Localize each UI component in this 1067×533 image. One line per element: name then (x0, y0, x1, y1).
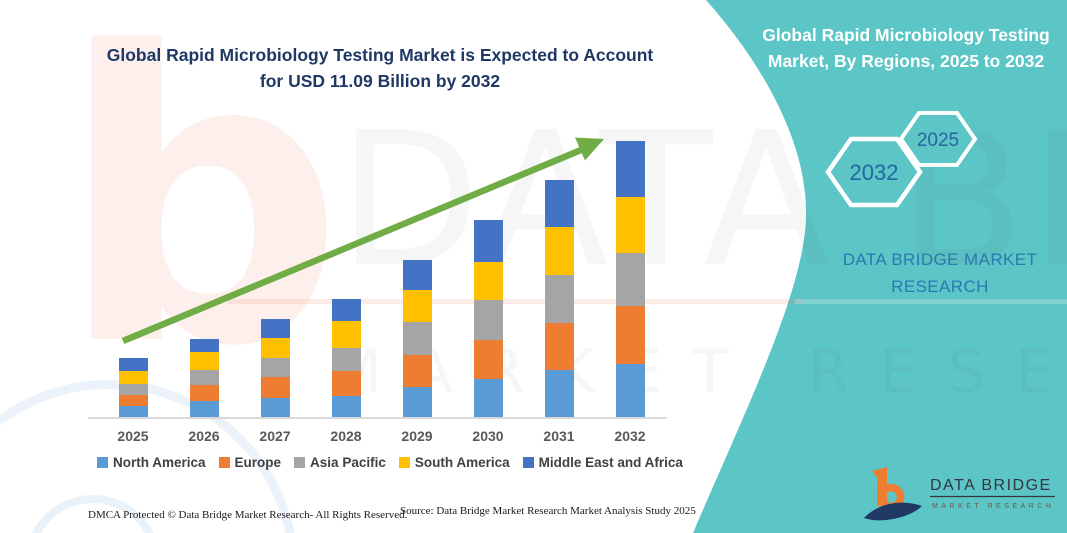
bar-segment-2026-south-america (189, 352, 219, 370)
bar-segment-2031-europe (544, 323, 574, 370)
panel-title-line2: Market, By Regions, 2025 to 2032 (767, 51, 1045, 71)
bar-segment-2032-asia-pacific (615, 252, 645, 306)
panel-title: Global Rapid Microbiology Testing Market… (750, 22, 1062, 74)
bar-segment-2028-middle-east-and-africa (331, 298, 361, 322)
hexagon-2025 (898, 111, 978, 167)
bar-segment-2032-europe (615, 305, 645, 364)
chart-title: Global Rapid Microbiology Testing Market… (100, 42, 660, 94)
bar-segment-2027-europe (260, 376, 290, 398)
dmca-notice: DMCA Protected © Data Bridge Market Rese… (88, 509, 408, 521)
source-note: Source: Data Bridge Market Research Mark… (400, 505, 696, 517)
bar-segment-2031-asia-pacific (544, 275, 574, 324)
legend-label: Asia Pacific (310, 455, 386, 470)
panel-brand-line1: DATA BRIDGE MARKET (842, 250, 1038, 269)
hexagon-2025-label: 2025 (917, 130, 959, 151)
bar-segment-2028-north-america (331, 395, 361, 417)
bar-segment-2031-south-america (544, 227, 574, 276)
bar-segment-2031-middle-east-and-africa (544, 180, 574, 228)
bar-segment-2032-middle-east-and-africa (615, 141, 645, 197)
year-label-2027: 2027 (259, 428, 291, 444)
legend-label: North America (113, 455, 206, 470)
year-label-2028: 2028 (330, 428, 362, 444)
year-label-2026: 2026 (188, 428, 220, 444)
bar-segment-2027-asia-pacific (260, 357, 290, 377)
bar-segment-2028-asia-pacific (331, 347, 361, 371)
bar-segment-2025-asia-pacific (118, 383, 148, 396)
legend-item-middle-east-and-africa: Middle East and Africa (522, 455, 683, 470)
chart-legend: North America Europe Asia Pacific South Ame… (97, 455, 683, 470)
bar-segment-2029-europe (402, 355, 432, 387)
bar-segment-2027-south-america (260, 337, 290, 358)
legend-item-asia-pacific: Asia Pacific (294, 455, 386, 470)
bar-segment-2032-north-america (615, 363, 645, 417)
bar-segment-2030-south-america (473, 262, 503, 301)
bar-segment-2029-north-america (402, 386, 432, 417)
bar-segment-2030-north-america (473, 378, 503, 417)
logo-swoosh (864, 502, 922, 521)
bar-segment-2028-south-america (331, 321, 361, 348)
bar-segment-2028-europe (331, 371, 361, 396)
year-label-2031: 2031 (543, 428, 575, 444)
year-label-2032: 2032 (614, 428, 646, 444)
logo-name-text: DATA BRIDGE (930, 477, 1052, 494)
bar-segment-2027-north-america (260, 397, 290, 417)
bar-segment-2029-asia-pacific (402, 322, 432, 356)
bar-segment-2026-north-america (189, 401, 219, 417)
bar-segment-2025-middle-east-and-africa (118, 358, 148, 371)
bar-segment-2029-middle-east-and-africa (402, 260, 432, 291)
bar-segment-2031-north-america (544, 369, 574, 417)
legend-item-europe: Europe (218, 455, 282, 470)
year-hexagons: 2032 2025 (825, 111, 978, 208)
legend-label: South America (414, 455, 510, 470)
bar-segment-2029-south-america (402, 290, 432, 323)
logo-b-mark (864, 467, 922, 521)
legend-swatch (218, 457, 230, 468)
legend-item-south-america: South America (398, 455, 510, 470)
bar-segment-2027-middle-east-and-africa (260, 318, 290, 338)
bar-segment-2025-north-america (118, 405, 148, 417)
legend-swatch (97, 457, 108, 468)
year-label-2030: 2030 (472, 428, 504, 444)
legend-label: Europe (234, 455, 282, 470)
hexagon-2032 (825, 136, 923, 208)
legend-item-north-america: North America (97, 455, 206, 470)
panel-title-line1: Global Rapid Microbiology Testing (762, 25, 1050, 45)
bar-segment-2026-asia-pacific (189, 369, 219, 385)
databridge-logo: DATA BRIDGE MARKET RESEARCH (864, 467, 1055, 521)
watermark-spaced-letters: MARKET RESEARCH (330, 337, 1067, 407)
year-label-2025: 2025 (117, 428, 149, 444)
chart-title-line2: for USD 11.09 Billion by 2032 (259, 71, 501, 91)
panel-brand-text: DATA BRIDGE MARKET RESEARCH (825, 246, 1055, 300)
bar-segment-2030-asia-pacific (473, 300, 503, 340)
bar-segment-2025-south-america (118, 370, 148, 384)
legend-swatch (294, 457, 306, 468)
year-label-2029: 2029 (401, 428, 433, 444)
legend-swatch (398, 457, 410, 468)
legend-label: Middle East and Africa (538, 455, 683, 470)
hexagon-2032-label: 2032 (850, 160, 899, 185)
bar-segment-2026-europe (189, 384, 219, 402)
watermark-underline-band-teal (795, 299, 1067, 304)
logo-sub-text: MARKET RESEARCH (932, 503, 1054, 510)
bar-segment-2025-europe (118, 395, 148, 406)
panel-brand-line2: RESEARCH (891, 277, 989, 296)
x-axis-line (88, 417, 667, 419)
bar-segment-2030-europe (473, 339, 503, 379)
bar-segment-2032-south-america (615, 196, 645, 253)
chart-title-line1: Global Rapid Microbiology Testing Market… (106, 45, 654, 65)
legend-swatch (522, 457, 534, 468)
bar-segment-2026-middle-east-and-africa (189, 338, 219, 353)
bar-segment-2030-middle-east-and-africa (473, 219, 503, 263)
